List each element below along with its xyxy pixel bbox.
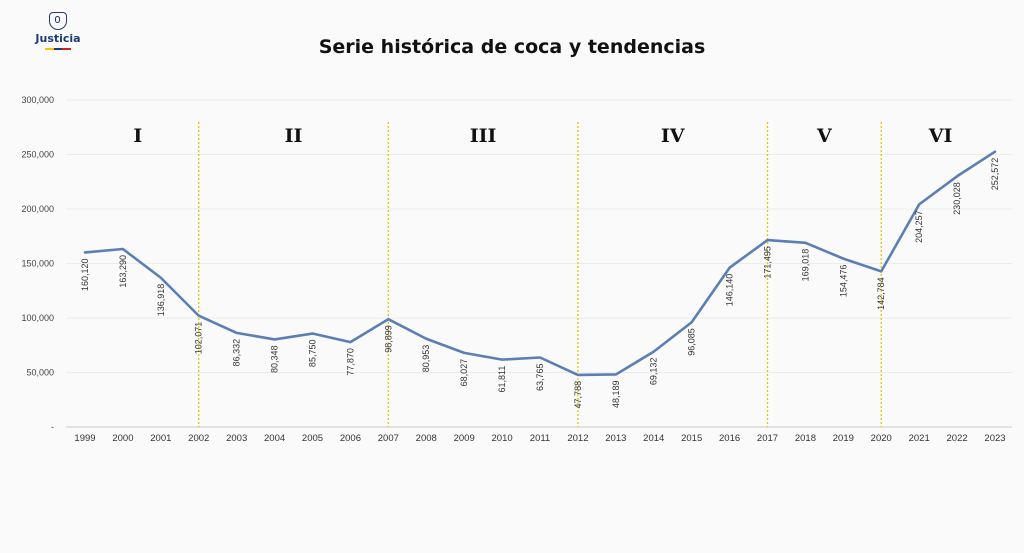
flag-yellow [45,48,54,50]
data-label: 63,765 [535,363,545,391]
justicia-logo: Justicia [30,12,86,58]
y-tick-label: 150,000 [21,259,54,269]
data-label: 154,476 [838,265,848,298]
flag-red [62,48,72,50]
x-tick-label: 2017 [757,433,778,444]
x-tick-label: 2009 [454,433,475,444]
x-tick-label: 2012 [567,433,588,444]
x-tick-label: 2008 [416,433,437,444]
data-label: 96,085 [687,328,697,356]
period-label: IV [661,125,686,147]
x-tick-label: 2005 [302,433,323,444]
x-tick-label: 2002 [188,433,209,444]
y-tick-label: 250,000 [21,150,54,160]
logo-text: Justicia [35,32,81,45]
data-label: 80,953 [421,345,431,373]
x-tick-label: 2023 [984,433,1005,444]
y-tick-label: - [51,422,54,432]
x-tick-label: 2020 [871,433,892,444]
y-tick-label: 50,000 [26,368,54,378]
x-tick-label: 1999 [74,433,95,444]
data-label: 48,189 [611,380,621,408]
data-label: 61,811 [497,366,507,393]
data-label: 160,120 [80,258,90,291]
chart-title: Serie histórica de coca y tendencias [318,36,706,58]
shield-emblem-icon [49,12,67,30]
data-label: 252,572 [990,158,1000,191]
x-tick-label: 2013 [605,433,626,444]
x-tick-label: 2018 [795,433,816,444]
x-tick-label: 2022 [947,433,968,444]
data-label: 86,332 [232,339,242,367]
data-label: 142,784 [876,277,886,310]
data-label: 163,290 [118,255,128,288]
series-line [83,150,997,377]
x-tick-label: 2016 [719,433,740,444]
data-label: 98,899 [383,325,393,353]
data-label: 47,788 [573,381,583,409]
data-label: 77,870 [345,348,355,376]
period-label: VI [928,125,953,147]
y-tick-label: 200,000 [21,204,54,214]
x-tick-label: 2004 [264,433,285,444]
x-tick-label: 2011 [530,433,550,444]
data-label: 80,348 [270,345,280,373]
x-tick-label: 2010 [492,433,513,444]
x-tick-label: 2015 [681,433,702,444]
flag-blue [53,48,63,50]
y-tick-label: 100,000 [21,313,54,323]
data-label: 204,257 [914,210,924,243]
x-tick-label: 2019 [833,433,854,444]
data-label: 102,071 [194,322,204,355]
data-label: 169,018 [800,249,810,282]
x-tick-label: 2006 [340,433,361,444]
data-label: 171,495 [763,246,773,279]
period-label: II [285,125,303,147]
x-tick-label: 2014 [643,433,664,444]
data-label: 146,140 [725,274,735,307]
period-label: I [133,125,142,147]
flag-stripe [45,48,72,50]
period-label: V [816,125,833,147]
data-label: 230,028 [952,182,962,215]
x-tick-label: 2001 [150,433,171,444]
data-label: 136,918 [156,284,166,317]
period-label: III [470,125,497,147]
data-label: 68,027 [459,359,469,387]
data-label: 69,132 [649,358,659,386]
y-tick-label: 300,000 [21,95,54,105]
data-label: 85,750 [308,340,318,368]
x-tick-label: 2021 [909,433,930,444]
x-tick-label: 2007 [378,433,399,444]
x-tick-label: 2000 [112,433,133,444]
x-tick-label: 2003 [226,433,247,444]
